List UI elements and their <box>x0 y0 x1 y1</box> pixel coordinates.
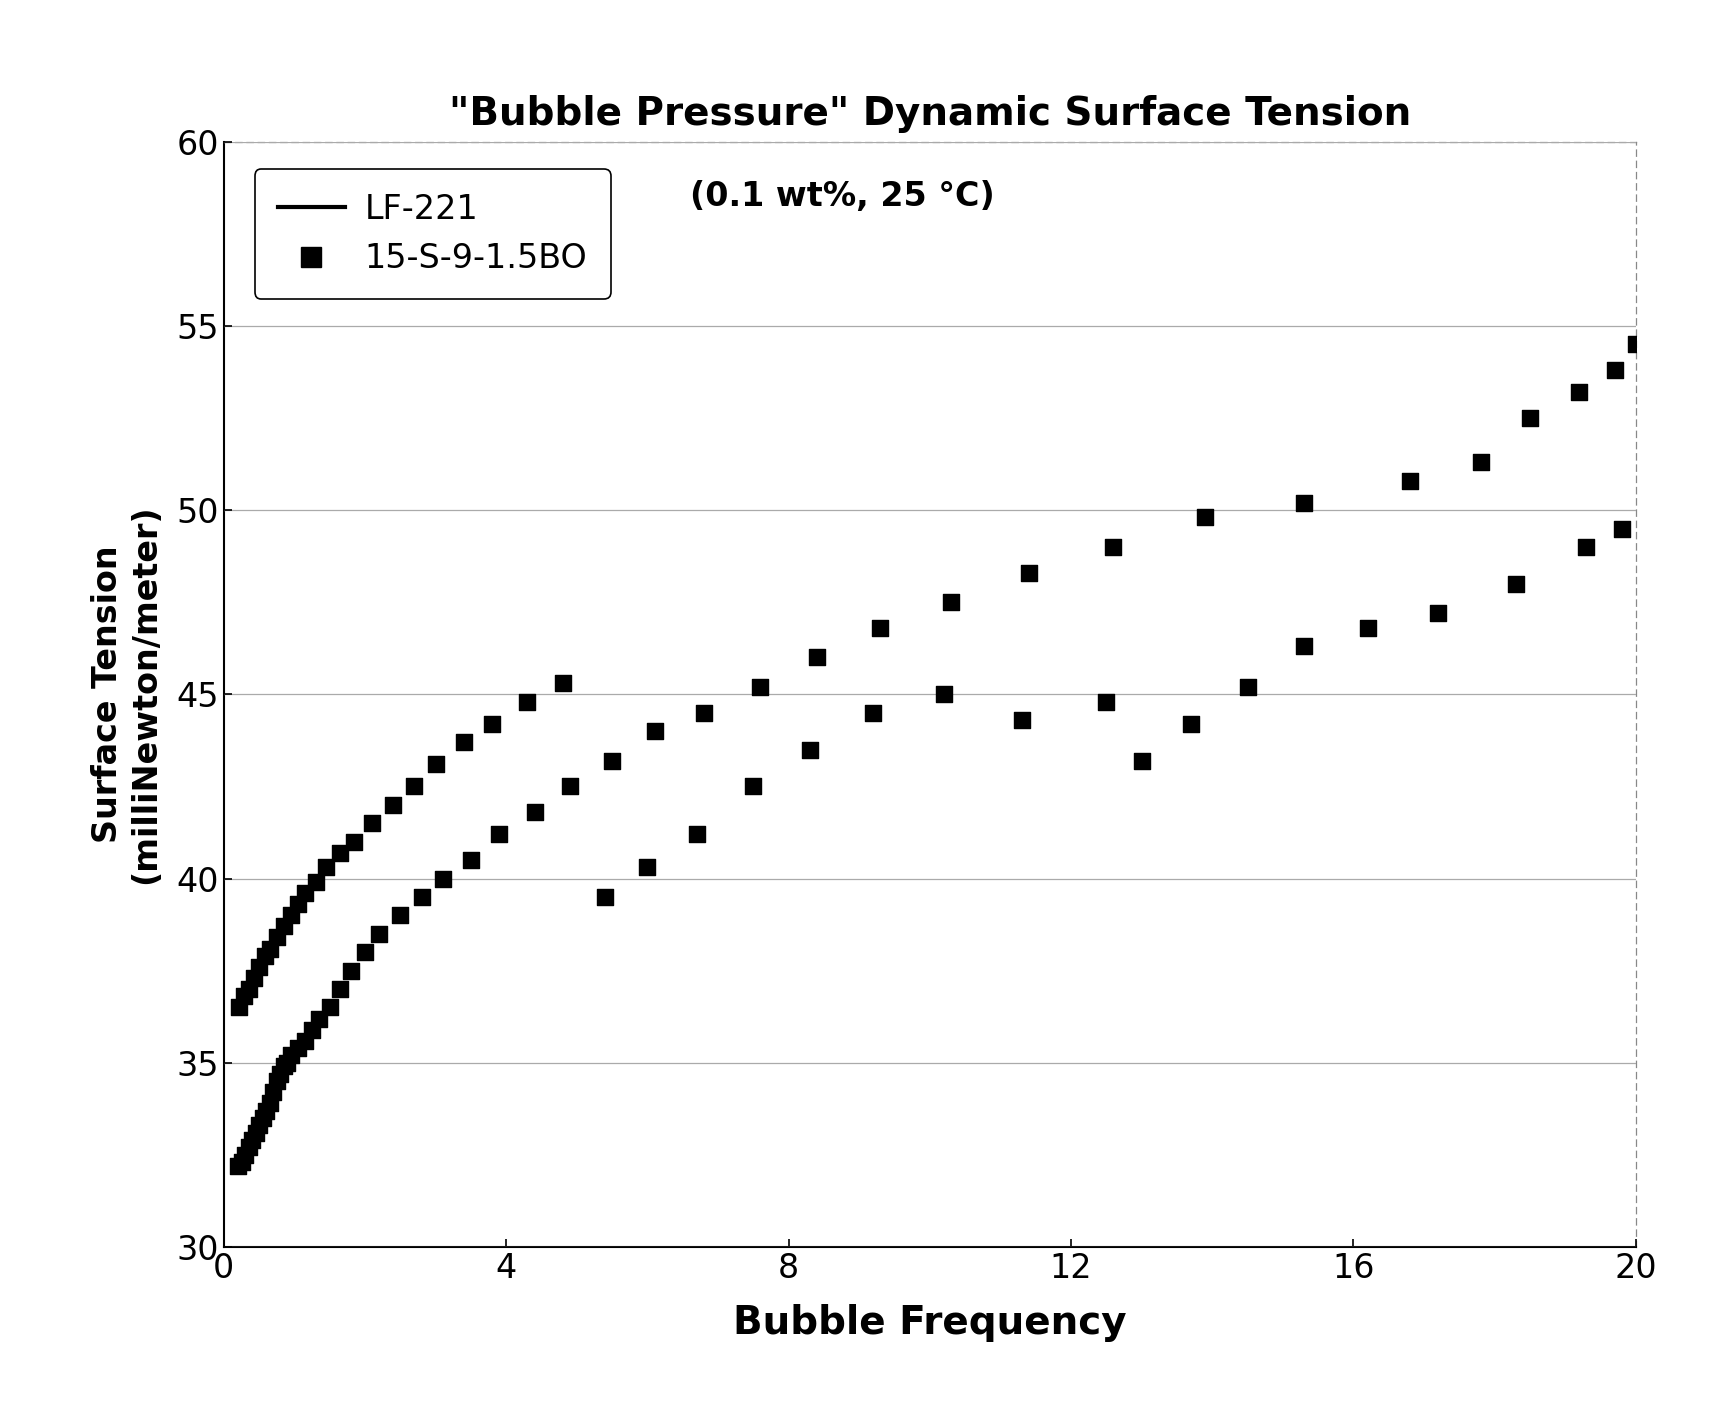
X-axis label: Bubble Frequency: Bubble Frequency <box>734 1304 1126 1342</box>
Legend: LF-221, 15-S-9-1.5BO: LF-221, 15-S-9-1.5BO <box>255 170 611 299</box>
Point <box>1007 708 1035 731</box>
Point <box>1290 635 1317 657</box>
Point <box>634 856 661 879</box>
Point <box>1608 517 1636 540</box>
Y-axis label: Surface Tension
(milliNewton/meter): Surface Tension (milliNewton/meter) <box>91 504 162 884</box>
Point <box>641 720 668 743</box>
Point <box>401 775 429 798</box>
Point <box>747 676 775 699</box>
Point <box>245 955 272 978</box>
Point <box>284 893 312 915</box>
Point <box>1014 561 1042 584</box>
Point <box>479 713 506 735</box>
Point <box>267 1063 294 1085</box>
Point <box>291 1029 319 1051</box>
Point <box>298 1019 325 1041</box>
Point <box>231 1144 258 1166</box>
Point <box>422 752 449 775</box>
Point <box>312 856 339 879</box>
Point <box>241 1121 269 1144</box>
Point <box>802 646 830 669</box>
Point <box>327 978 355 1000</box>
Point <box>599 750 627 772</box>
Point <box>239 966 267 989</box>
Point <box>257 1093 284 1115</box>
Point <box>796 738 823 761</box>
Point <box>358 812 386 835</box>
Point <box>284 1037 312 1060</box>
Point <box>866 616 894 639</box>
Point <box>1601 359 1629 381</box>
Point <box>449 731 477 754</box>
Point <box>274 1051 301 1074</box>
Point <box>520 801 548 823</box>
Point <box>859 701 887 724</box>
Point <box>549 672 577 694</box>
Point <box>270 1056 298 1078</box>
Point <box>1233 676 1261 699</box>
Point <box>305 1007 332 1030</box>
Point <box>365 922 393 945</box>
Point <box>257 937 284 959</box>
Point <box>1397 469 1424 492</box>
Point <box>238 1129 265 1152</box>
Point <box>253 1100 281 1122</box>
Title: "Bubble Pressure" Dynamic Surface Tension: "Bubble Pressure" Dynamic Surface Tensio… <box>449 95 1410 133</box>
Point <box>1622 333 1650 356</box>
Point <box>1178 713 1205 735</box>
Point <box>1502 572 1529 595</box>
Point <box>227 1151 255 1173</box>
Point <box>277 904 305 927</box>
Point <box>591 886 618 908</box>
Point <box>1192 506 1219 529</box>
Point <box>1517 407 1545 429</box>
Point <box>301 871 329 894</box>
Point <box>684 823 711 846</box>
Point <box>486 823 513 846</box>
Point <box>556 775 584 798</box>
Point <box>1128 750 1155 772</box>
Point <box>458 849 486 871</box>
Point <box>251 945 279 968</box>
Point <box>263 927 291 949</box>
Point <box>224 1155 251 1178</box>
Point <box>327 842 355 864</box>
Point <box>1572 536 1600 558</box>
Point <box>263 1070 291 1093</box>
Point <box>691 701 718 724</box>
Point <box>234 978 262 1000</box>
Point <box>338 959 365 982</box>
Point <box>250 1107 277 1129</box>
Text: (0.1 wt%, 25 °C): (0.1 wt%, 25 °C) <box>691 180 995 214</box>
Point <box>1467 451 1495 473</box>
Point <box>429 867 456 890</box>
Point <box>386 904 415 927</box>
Point <box>513 690 541 713</box>
Point <box>351 941 379 964</box>
Point <box>1565 381 1593 404</box>
Point <box>226 996 253 1019</box>
Point <box>270 915 298 938</box>
Point <box>260 1081 288 1104</box>
Point <box>234 1136 262 1159</box>
Point <box>1353 616 1381 639</box>
Point <box>245 1114 272 1136</box>
Point <box>229 985 257 1007</box>
Point <box>1424 602 1452 625</box>
Point <box>379 794 406 816</box>
Point <box>291 881 319 904</box>
Point <box>937 591 964 614</box>
Point <box>341 830 369 853</box>
Point <box>408 886 436 908</box>
Point <box>740 775 768 798</box>
Point <box>1093 690 1121 713</box>
Point <box>1290 492 1317 514</box>
Point <box>317 996 344 1019</box>
Point <box>277 1044 305 1067</box>
Point <box>1100 536 1128 558</box>
Point <box>930 683 957 706</box>
